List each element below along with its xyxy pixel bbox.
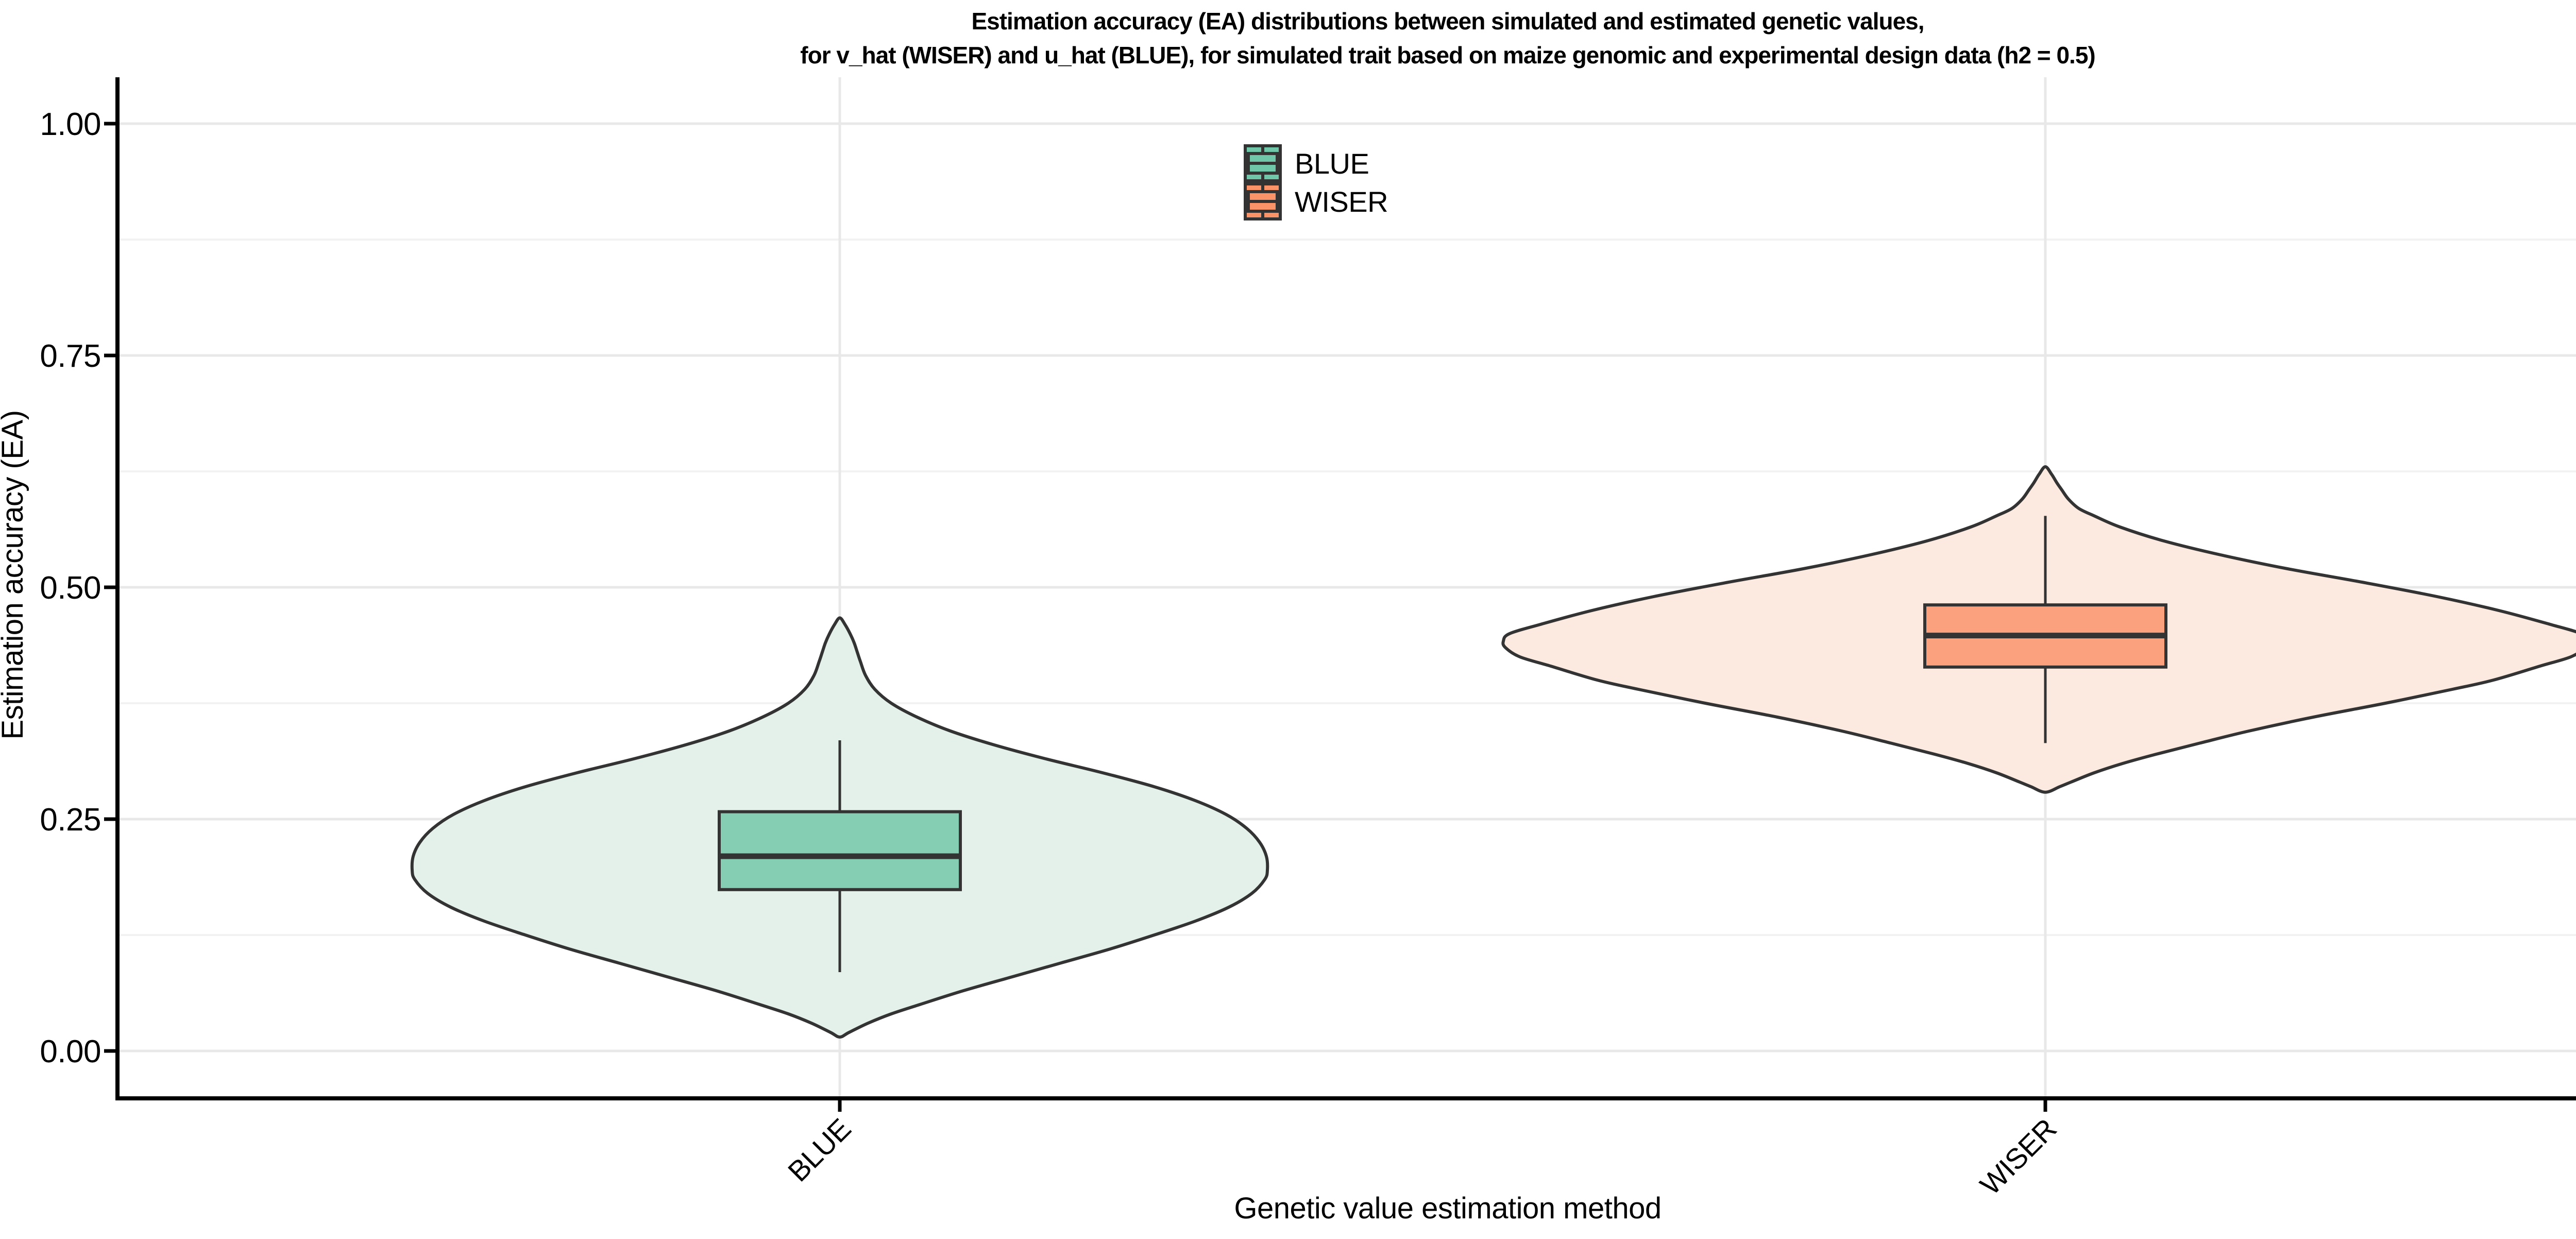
y-tick-label: 1.00: [40, 107, 101, 142]
legend-label-wiser: WISER: [1295, 185, 1388, 218]
legend-label-blue: BLUE: [1295, 147, 1369, 180]
legend: BLUE WISER: [1244, 144, 1388, 220]
boxplots-layer: [718, 516, 2167, 972]
y-tick-label: 0.25: [40, 802, 101, 838]
axes-layer: [104, 77, 2576, 1112]
legend-keys: [1244, 144, 1282, 220]
x-axis-title: Genetic value estimation method: [1234, 1192, 1661, 1225]
legend-key-wiser-icon: [1244, 182, 1282, 220]
box-blue: [718, 810, 962, 891]
violins-layer: [410, 465, 2576, 1039]
legend-key-blue-icon: [1244, 144, 1282, 182]
y-axis-title: Estimation accuracy (EA): [0, 410, 29, 739]
x-tick-label: BLUE: [782, 1112, 857, 1188]
y-tick-label: 0.75: [40, 338, 101, 374]
chart-title-line2: for v_hat (WISER) and u_hat (BLUE), for …: [800, 42, 2095, 69]
chart-title-line1: Estimation accuracy (EA) distributions b…: [971, 8, 1924, 35]
y-tick-label: 0.00: [40, 1034, 101, 1070]
y-tick-label: 0.50: [40, 570, 101, 606]
x-tick-label: WISER: [1974, 1112, 2063, 1201]
